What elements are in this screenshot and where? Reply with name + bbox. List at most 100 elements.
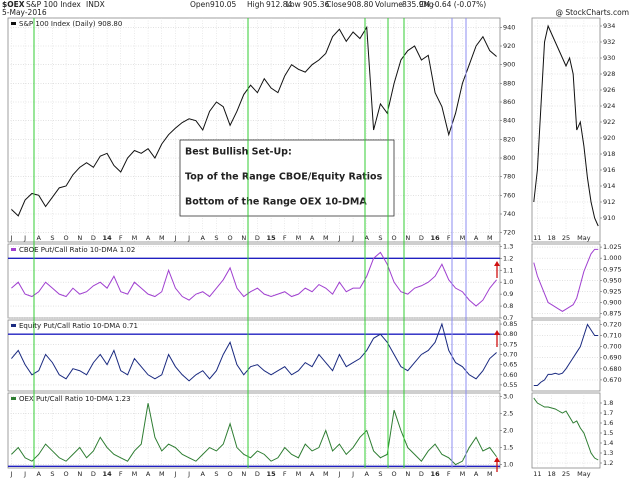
x-tick-label: 15 bbox=[267, 470, 277, 478]
series-line bbox=[533, 24, 599, 227]
arrow-head bbox=[494, 261, 500, 266]
y-tick-label: 1.7 bbox=[603, 409, 613, 417]
x-tick-label: S bbox=[378, 470, 382, 478]
y-tick-label: 926 bbox=[603, 86, 615, 94]
quote-value: -0.64 (-0.07%) bbox=[432, 0, 486, 9]
y-tick-label: 0.7 bbox=[503, 314, 513, 322]
x-tick-label: D bbox=[255, 234, 260, 242]
plot-area bbox=[7, 319, 501, 392]
series-line bbox=[11, 403, 497, 466]
legend-swatch bbox=[11, 324, 16, 327]
y-tick-label: 914 bbox=[603, 182, 615, 190]
x-tick-label: F bbox=[283, 234, 287, 242]
x-tick-label: M bbox=[323, 470, 329, 478]
x-tick-label: M bbox=[296, 470, 302, 478]
source: @ StockCharts.com bbox=[555, 8, 629, 17]
date: 5-May-2016 bbox=[2, 8, 47, 17]
x-tick-label: A bbox=[365, 234, 370, 242]
x-tick-label: J bbox=[337, 470, 340, 478]
y-tick-label: 0.690 bbox=[603, 354, 622, 362]
y-tick-label: 0.900 bbox=[603, 298, 622, 306]
y-tick-label: 940 bbox=[503, 23, 515, 31]
y-tick-label: 1.3 bbox=[503, 242, 513, 250]
x-tick-label: F bbox=[447, 470, 451, 478]
x-tick-label: S bbox=[214, 470, 218, 478]
y-tick-label: 0.700 bbox=[603, 343, 622, 351]
y-tick-label: 930 bbox=[603, 54, 615, 62]
x-tick-label: J bbox=[173, 470, 176, 478]
y-tick-label: 920 bbox=[503, 42, 515, 50]
x-tick-label: N bbox=[405, 470, 410, 478]
x-tick-label: S bbox=[50, 234, 54, 242]
x-tick-label: F bbox=[447, 234, 451, 242]
y-tick-label: 0.710 bbox=[603, 332, 622, 340]
y-tick-label: 760 bbox=[503, 191, 515, 199]
y-tick-label: 720 bbox=[503, 229, 515, 237]
x-tick-label: O bbox=[228, 470, 233, 478]
x-tick-label: J bbox=[23, 470, 26, 478]
x-tick-label: J bbox=[9, 234, 12, 242]
x-tick-label: A bbox=[310, 234, 315, 242]
series-line bbox=[11, 322, 497, 382]
y-tick-label: 0.85 bbox=[503, 320, 517, 328]
y-tick-label: 0.975 bbox=[603, 265, 622, 273]
y-tick-label: 1.0 bbox=[503, 278, 513, 286]
y-tick-label: 1.5 bbox=[603, 429, 613, 437]
y-tick-label: 0.70 bbox=[503, 350, 517, 358]
y-tick-label: 1.1 bbox=[503, 266, 513, 274]
x-tick-label: D bbox=[255, 470, 260, 478]
x-tick-label: A bbox=[37, 470, 42, 478]
legend-swatch bbox=[11, 248, 16, 251]
series-line bbox=[11, 25, 497, 217]
x-tick-label: J bbox=[351, 470, 354, 478]
x-tick-label: 18 bbox=[548, 470, 556, 478]
x-tick-label: O bbox=[64, 234, 69, 242]
x-tick-label: S bbox=[378, 234, 382, 242]
x-tick-label: M bbox=[132, 234, 138, 242]
x-tick-label: F bbox=[119, 234, 123, 242]
x-tick-label: D bbox=[91, 234, 96, 242]
x-tick-label: S bbox=[50, 470, 54, 478]
x-tick-label: 25 bbox=[562, 234, 570, 242]
x-tick-label: 16 bbox=[431, 234, 441, 242]
x-tick-label: O bbox=[392, 234, 397, 242]
x-tick-label: J bbox=[9, 470, 12, 478]
x-tick-label: M bbox=[323, 234, 329, 242]
y-tick-label: 0.75 bbox=[503, 340, 517, 348]
y-tick-label: 1.6 bbox=[603, 419, 613, 427]
x-tick-label: M bbox=[159, 234, 165, 242]
series-line bbox=[533, 323, 599, 386]
x-tick-label: D bbox=[91, 470, 96, 478]
x-tick-label: A bbox=[201, 234, 206, 242]
x-tick-label: 14 bbox=[103, 234, 113, 242]
y-tick-label: 934 bbox=[603, 22, 615, 30]
quote-label: Low bbox=[286, 0, 301, 9]
x-tick-label: A bbox=[201, 470, 206, 478]
series-line bbox=[11, 251, 497, 307]
x-tick-label: 16 bbox=[431, 470, 441, 478]
quote-value: 910.05 bbox=[210, 0, 236, 9]
y-tick-label: 1.2 bbox=[503, 254, 513, 262]
y-tick-label: 0.925 bbox=[603, 287, 622, 295]
y-tick-label: 0.60 bbox=[503, 371, 517, 379]
x-tick-label: May bbox=[577, 470, 591, 478]
x-tick-label: 14 bbox=[103, 470, 113, 478]
x-tick-label: J bbox=[173, 234, 176, 242]
series-line bbox=[533, 248, 599, 312]
x-tick-label: 11 bbox=[533, 234, 541, 242]
index-name: S&P 100 Index bbox=[26, 0, 81, 9]
x-tick-label: J bbox=[187, 470, 190, 478]
y-tick-label: 1.8 bbox=[603, 399, 613, 407]
quote-label: Open bbox=[190, 0, 210, 9]
quote-label: High bbox=[247, 0, 264, 9]
x-tick-label: J bbox=[187, 234, 190, 242]
x-tick-label: A bbox=[146, 470, 151, 478]
x-tick-label: F bbox=[119, 470, 123, 478]
x-tick-label: J bbox=[337, 234, 340, 242]
quote-label: Volume bbox=[375, 0, 403, 9]
x-tick-label: N bbox=[241, 470, 246, 478]
x-tick-label: O bbox=[64, 470, 69, 478]
x-tick-label: 11 bbox=[533, 470, 541, 478]
y-tick-label: 840 bbox=[503, 117, 515, 125]
